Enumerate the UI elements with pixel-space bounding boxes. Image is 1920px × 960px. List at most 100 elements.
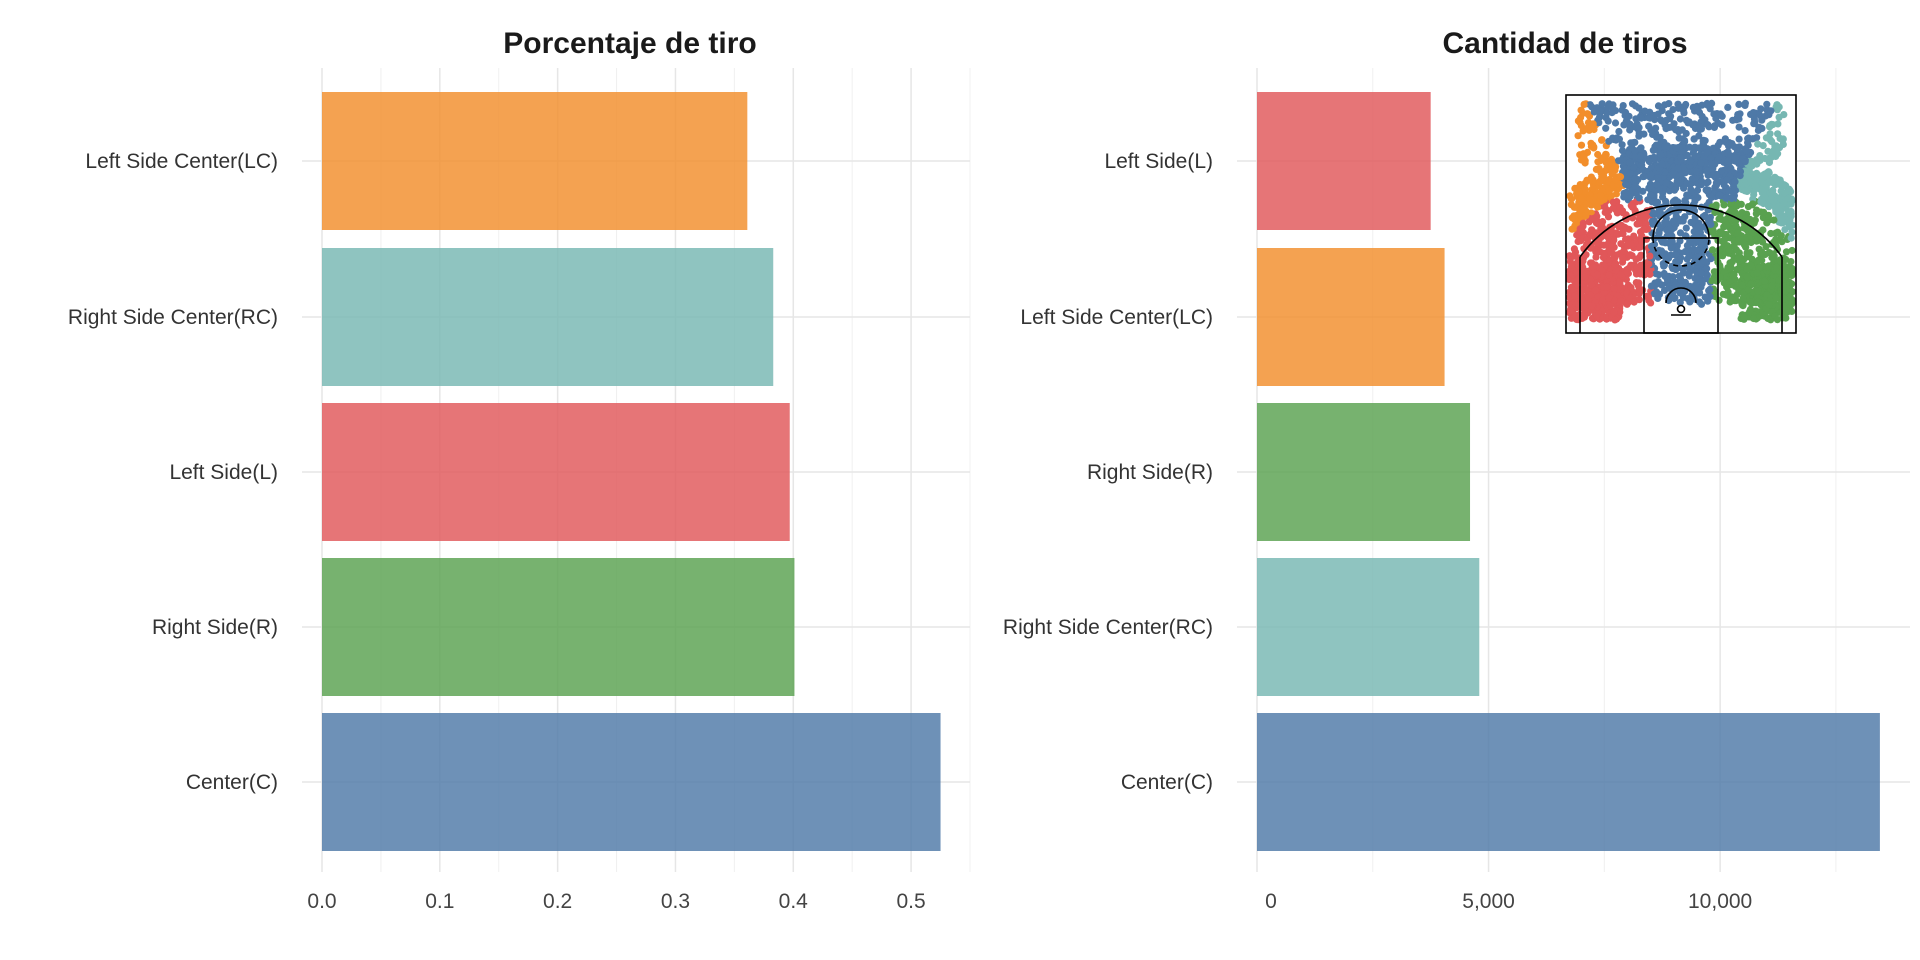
inset-point	[1571, 292, 1579, 300]
inset-point	[1785, 216, 1793, 224]
inset-point	[1635, 285, 1643, 293]
inset-point	[1604, 213, 1613, 221]
inset-point	[1645, 122, 1653, 130]
inset-point	[1782, 248, 1791, 256]
inset-point	[1669, 170, 1677, 178]
inset-point	[1609, 204, 1617, 212]
inset-point	[1677, 254, 1685, 262]
inset-point	[1755, 123, 1763, 131]
inset-point	[1762, 243, 1770, 251]
inset-point	[1703, 238, 1711, 246]
inset-point	[1670, 120, 1678, 128]
inset-point	[1600, 175, 1608, 183]
inset-point	[1776, 134, 1784, 143]
inset-point	[1788, 246, 1796, 255]
inset-point	[1612, 266, 1620, 275]
inset-point	[1686, 157, 1694, 165]
inset-point	[1682, 100, 1690, 109]
inset-point	[1685, 118, 1693, 126]
inset-point	[1788, 307, 1796, 315]
inset-point	[1688, 219, 1696, 227]
category-label: Right Side Center(RC)	[68, 306, 278, 329]
inset-point	[1685, 143, 1694, 151]
inset-point	[1638, 161, 1646, 169]
inset-point	[1599, 253, 1608, 261]
inset-point	[1598, 266, 1606, 275]
inset-point	[1604, 103, 1612, 111]
x-tick-label: 0.2	[543, 890, 572, 913]
inset-point	[1640, 130, 1648, 138]
inset-point	[1622, 180, 1630, 188]
inset-point	[1679, 202, 1687, 210]
inset-point	[1616, 279, 1624, 287]
inset-point	[1680, 184, 1688, 192]
bar-center-c	[1257, 713, 1880, 851]
inset-point	[1752, 184, 1760, 192]
inset-point	[1605, 271, 1613, 279]
inset-point	[1682, 224, 1690, 232]
inset-point	[1594, 150, 1602, 159]
inset-point	[1773, 316, 1781, 324]
inset-point	[1676, 237, 1684, 245]
inset-point	[1611, 176, 1620, 184]
inset-point	[1731, 209, 1739, 217]
inset-point	[1767, 107, 1775, 115]
inset-point	[1611, 316, 1619, 324]
inset-point	[1725, 187, 1733, 195]
inset-point	[1656, 209, 1664, 217]
inset-point	[1626, 169, 1634, 177]
inset-point	[1610, 236, 1618, 244]
inset-point	[1679, 269, 1687, 277]
inset-point	[1763, 219, 1771, 227]
inset-point	[1724, 288, 1732, 296]
inset-point	[1759, 142, 1767, 150]
inset-point	[1703, 120, 1711, 129]
inset-point	[1708, 160, 1716, 168]
inset-point	[1698, 250, 1706, 258]
inset-point	[1647, 182, 1655, 190]
inset-point	[1788, 271, 1796, 280]
inset-point	[1743, 273, 1751, 281]
inset-point	[1662, 179, 1670, 187]
inset-point	[1749, 135, 1757, 143]
inset-point	[1768, 282, 1776, 290]
inset-point	[1752, 158, 1760, 166]
inset-point	[1787, 258, 1795, 266]
inset-point	[1715, 252, 1723, 260]
x-tick-label: 5,000	[1462, 890, 1515, 913]
inset-point	[1739, 289, 1748, 297]
inset-point	[1575, 188, 1583, 196]
court-inset	[1565, 94, 1797, 334]
inset-point	[1632, 102, 1640, 110]
inset-point	[1743, 265, 1751, 273]
inset-point	[1672, 250, 1680, 258]
inset-point	[1741, 158, 1749, 166]
inset-point	[1654, 294, 1662, 302]
inset-point	[1775, 276, 1783, 285]
inset-point	[1593, 239, 1602, 247]
inset-point	[1722, 194, 1730, 202]
inset-point	[1580, 100, 1588, 108]
inset-point	[1662, 214, 1670, 222]
category-label: Right Side(R)	[1087, 461, 1213, 484]
inset-point	[1715, 153, 1723, 161]
inset-point	[1587, 125, 1595, 133]
inset-point	[1567, 283, 1575, 291]
inset-point	[1620, 247, 1628, 255]
inset-point	[1582, 251, 1590, 259]
inset-point	[1593, 203, 1602, 211]
inset-point	[1715, 191, 1723, 199]
inset-point	[1773, 101, 1781, 109]
inset-point	[1590, 144, 1598, 152]
inset-point	[1728, 194, 1736, 202]
inset-point	[1598, 100, 1606, 108]
category-label: Right Side Center(RC)	[1003, 616, 1213, 639]
x-tick-label: 0	[1265, 890, 1277, 913]
inset-point	[1587, 209, 1595, 217]
inset-point	[1623, 268, 1631, 276]
inset-point	[1786, 293, 1794, 301]
inset-point	[1734, 255, 1742, 263]
inset-point	[1611, 253, 1619, 261]
inset-point	[1641, 266, 1649, 274]
inset-point	[1595, 113, 1603, 122]
